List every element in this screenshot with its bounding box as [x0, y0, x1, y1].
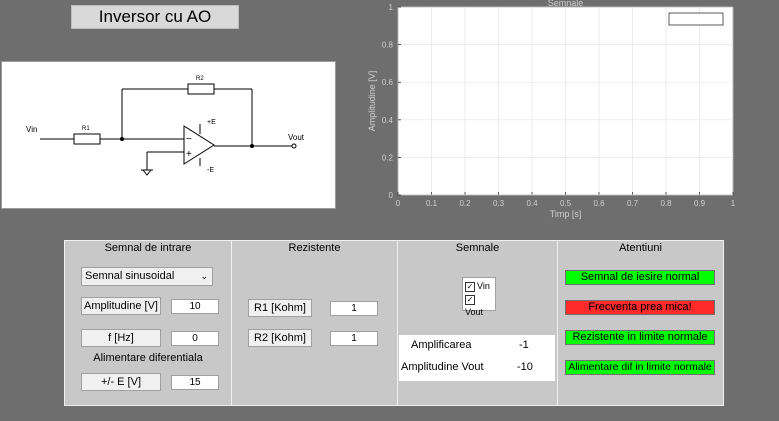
alerts-panel-title: Atentiuni [619, 242, 662, 254]
gain-value: -1 [519, 339, 529, 351]
y-tick-label: 0 [389, 191, 394, 200]
check-icon: ✓ [465, 281, 475, 292]
gain-label: Amplificarea [411, 339, 472, 351]
circuit-schematic: Vin R1 R2 Vout +E -E − + [1, 61, 336, 209]
alert-frequency: Frecventa prea mica! [565, 300, 715, 315]
r2-label: R2 [Kohm] [248, 329, 312, 347]
x-tick-label: 0.1 [426, 199, 438, 208]
frequency-label: f [Hz] [81, 329, 161, 347]
resistors-panel: Rezistente R1 [Kohm] 1 R2 [Kohm] 1 [231, 240, 398, 406]
x-tick-label: 0.8 [660, 199, 672, 208]
alert-output-signal: Semnal de iesire normal [565, 270, 715, 285]
x-tick-label: 0.9 [694, 199, 706, 208]
signals-panel: Semnale ✓ Vin ✓ Vout Amplificarea -1 Ampli… [397, 240, 558, 406]
input-signal-panel: Semnal de intrare Semnal sinusoidal ⌄ Am… [64, 240, 232, 406]
schematic-drawing: Vin R1 R2 Vout +E -E − + [26, 76, 305, 176]
y-tick-label: 0.8 [382, 41, 394, 50]
chevron-down-icon: ⌄ [200, 271, 208, 281]
y-tick-label: 0.2 [382, 153, 394, 162]
app-title: Inversor cu AO [71, 5, 239, 29]
vin-checkbox-label: Vin [477, 281, 490, 291]
y-axis-label: Amplitudine [V] [367, 71, 377, 132]
vout-checkbox-label: Vout [465, 307, 484, 317]
x-tick-label: 0.4 [526, 199, 538, 208]
y-tick-label: 0.4 [382, 116, 394, 125]
inverting-input-sign: − [186, 134, 192, 145]
vout-amplitude-label: Amplitudine Vout [401, 361, 484, 373]
signals-chart[interactable]: 0 0.1 0.2 0.3 0.4 0.5 0.6 0.7 0.8 0.9 1 0 0.2 0.4 0.6 0… [337, 0, 779, 222]
vout-checkbox[interactable]: ✓ Vout [465, 293, 493, 319]
vin-checkbox[interactable]: ✓ Vin [465, 280, 493, 293]
r2-label: R2 [196, 76, 204, 82]
signals-panel-title: Semnale [455, 242, 500, 254]
x-axis-label: Timp [s] [550, 209, 582, 219]
y-tick-label: 1 [389, 3, 394, 12]
r1-label: R1 [Kohm] [248, 299, 312, 317]
input-panel-title: Semnal de intrare [104, 242, 192, 254]
alert-resistors: Rezistente in limite normale [565, 330, 715, 345]
r1-label: R1 [82, 126, 90, 132]
x-tick-label: 0.3 [493, 199, 505, 208]
signal-type-value: Semnal sinusoidal [85, 270, 175, 282]
resistors-panel-title: Rezistente [288, 242, 341, 254]
alert-supply: Alimentare dif in limite normale [565, 360, 715, 375]
x-tick-label: 0.6 [593, 199, 605, 208]
vout-label: Vout [288, 133, 305, 142]
r1-input[interactable]: 1 [330, 301, 378, 316]
r2-input[interactable]: 1 [330, 331, 378, 346]
noninverting-input-sign: + [186, 149, 192, 160]
supply-heading: Alimentare diferentiala [93, 352, 203, 364]
amplitude-label: Amplitudine [V] [81, 297, 161, 315]
x-tick-label: 0 [396, 199, 401, 208]
y-tick-label: 0.6 [382, 78, 394, 87]
alerts-panel: Atentiuni Semnal de iesire normal Frecve… [557, 240, 724, 406]
supply-label: +/- E [V] [81, 373, 161, 391]
results-box: Amplificarea -1 Amplitudine Vout -10 [399, 335, 555, 381]
check-icon: ✓ [465, 294, 475, 305]
amplitude-input[interactable]: 10 [171, 299, 219, 314]
x-tick-label: 0.7 [627, 199, 639, 208]
supply-input[interactable]: 15 [171, 375, 219, 390]
plot-title: Semnale [548, 0, 584, 8]
plus-e-label: +E [207, 119, 216, 126]
plot-legend [668, 12, 724, 26]
vout-amplitude-value: -10 [517, 361, 533, 373]
x-tick-label: 0.5 [560, 199, 572, 208]
frequency-input[interactable]: 0 [171, 331, 219, 346]
x-tick-label: 0.2 [459, 199, 471, 208]
vin-label: Vin [26, 125, 37, 134]
x-tick-label: 1 [731, 199, 736, 208]
minus-e-label: -E [207, 167, 214, 174]
signal-checkbox-group: ✓ Vin ✓ Vout [462, 277, 496, 317]
plot-area[interactable]: 0 0.1 0.2 0.3 0.4 0.5 0.6 0.7 0.8 0.9 1 0 0.2 0.4 0.6 0… [337, 0, 779, 222]
signal-type-select[interactable]: Semnal sinusoidal ⌄ [81, 267, 213, 286]
